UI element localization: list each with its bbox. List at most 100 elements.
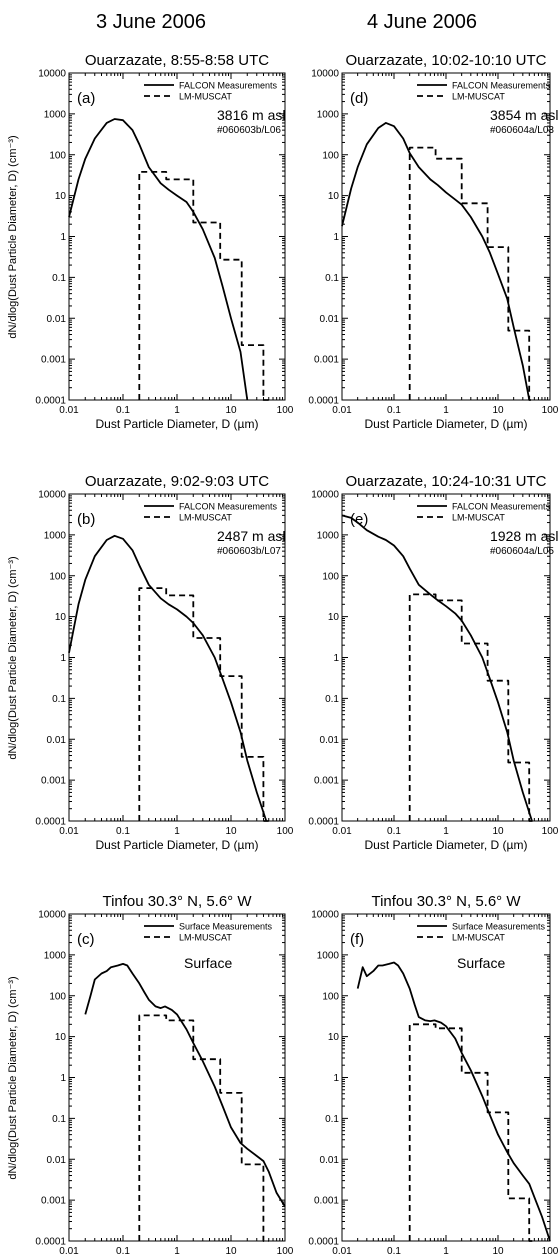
y-tick-label: 0.0001 [35, 817, 66, 828]
x-tick-label: 0.1 [387, 405, 401, 416]
y-tick-label: 0.001 [314, 776, 339, 787]
series-line-measurements [341, 122, 531, 401]
legend-label: Surface Measurements [179, 922, 273, 932]
panel-subannotation: #060603b/L06 [217, 125, 281, 136]
x-axis-label: Dust Particle Diameter, D (µm) [365, 838, 528, 852]
series-line-lm-muscat [138, 170, 269, 401]
panel-b: Ouarzazate, 9:02-9:03 UTC 0.01 0.1 1 10 100 0.… [7, 473, 294, 852]
legend-label: LM-MUSCAT [179, 513, 232, 523]
y-tick-label: 100 [49, 571, 66, 582]
y-tick-label: 10000 [311, 490, 339, 501]
y-tick-label: 0.1 [325, 273, 339, 284]
x-tick-label: 0.1 [387, 826, 401, 837]
y-tick-label: 0.0001 [308, 1237, 339, 1248]
panel-title: Ouarzazate, 10:24-10:31 UTC [346, 473, 547, 490]
x-axis-label: Dust Particle Diameter, D (µm) [96, 417, 259, 431]
legend-label: LM-MUSCAT [179, 92, 232, 102]
y-axis-label: dN/dlog(Dust Particle Diameter, D) (cm⁻³… [7, 135, 19, 338]
legend-label: LM-MUSCAT [452, 933, 505, 943]
x-axis-label: Dust Particle Diameter, D (µm) [96, 838, 259, 852]
y-tick-label: 0.001 [41, 776, 66, 787]
y-tick-label: 1000 [44, 530, 67, 541]
y-tick-label: 0.1 [325, 694, 339, 705]
panel-letter: (e) [350, 511, 368, 528]
y-tick-label: 100 [49, 150, 66, 161]
legend-label: FALCON Measurements [452, 502, 551, 512]
panel-annotation: Surface [457, 955, 505, 971]
panel-letter: (c) [77, 931, 95, 948]
series-line-lm-muscat [408, 146, 535, 401]
y-tick-label: 100 [322, 571, 339, 582]
y-tick-label: 10 [55, 1032, 67, 1043]
panel-subannotation: #060604a/L05 [490, 546, 554, 557]
y-tick-label: 10000 [38, 69, 66, 80]
x-tick-label: 0.1 [116, 826, 130, 837]
panel-letter: (d) [350, 90, 368, 107]
legend-label: FALCON Measurements [179, 502, 278, 512]
y-tick-label: 1 [60, 232, 66, 243]
y-tick-label: 0.0001 [35, 396, 66, 407]
panel-annotation: 3816 m asl [217, 107, 285, 123]
panel-title: Ouarzazate, 9:02-9:03 UTC [85, 473, 269, 490]
y-tick-label: 10 [55, 191, 67, 202]
panel-a: Ouarzazate, 8:55-8:58 UTC 0.01 0.1 1 10 100 0.… [7, 52, 294, 431]
y-tick-label: 0.001 [41, 1196, 66, 1207]
x-tick-label: 0.01 [332, 1246, 352, 1257]
panel-subannotation: #060604a/L03 [490, 125, 554, 136]
panel-annotation: 2487 m asl [217, 528, 285, 544]
x-tick-label: 1 [174, 1246, 180, 1257]
x-tick-label: 10 [492, 1246, 504, 1257]
y-tick-label: 10 [328, 612, 340, 623]
y-tick-label: 0.1 [325, 1114, 339, 1125]
series-line-lm-muscat [138, 587, 269, 822]
y-axis-label: dN/dlog(Dust Particle Diameter, D) (cm⁻³… [7, 976, 19, 1179]
series-line-measurements [356, 961, 551, 1242]
x-axis-label: Dust Particle Diameter, D (µm) [365, 417, 528, 431]
series-line-lm-muscat [138, 1014, 269, 1242]
legend-label: LM-MUSCAT [179, 933, 232, 943]
legend-label: LM-MUSCAT [452, 92, 505, 102]
x-tick-label: 0.1 [116, 405, 130, 416]
y-tick-label: 1 [60, 653, 66, 664]
panel-title: Ouarzazate, 8:55-8:58 UTC [85, 52, 269, 69]
y-tick-label: 0.01 [320, 1155, 340, 1166]
y-tick-label: 0.1 [52, 1114, 66, 1125]
y-tick-label: 1 [333, 1073, 339, 1084]
panel-subannotation: #060603b/L07 [217, 546, 281, 557]
plot-frame [68, 913, 286, 1242]
y-tick-label: 1 [60, 1073, 66, 1084]
y-tick-label: 0.0001 [308, 396, 339, 407]
x-tick-label: 0.01 [59, 826, 79, 837]
x-tick-label: 100 [542, 826, 558, 837]
x-tick-label: 1 [443, 1246, 449, 1257]
panel-title: Tinfou 30.3° N, 5.6° W [371, 893, 521, 910]
y-tick-label: 10 [328, 191, 340, 202]
x-tick-label: 10 [225, 1246, 237, 1257]
x-tick-label: 0.01 [59, 405, 79, 416]
series-line-lm-muscat [408, 593, 535, 822]
y-tick-label: 0.001 [41, 355, 66, 366]
panel-annotation: Surface [184, 955, 232, 971]
x-tick-label: 100 [542, 1246, 558, 1257]
y-tick-label: 1000 [317, 109, 340, 120]
x-tick-label: 100 [277, 826, 294, 837]
x-tick-label: 0.01 [332, 826, 352, 837]
x-tick-label: 100 [277, 405, 294, 416]
panel-title: Ouarzazate, 10:02-10:10 UTC [346, 52, 547, 69]
x-tick-label: 0.01 [59, 1246, 79, 1257]
x-tick-label: 10 [225, 405, 237, 416]
y-tick-label: 100 [322, 991, 339, 1002]
legend-label: LM-MUSCAT [452, 513, 505, 523]
x-tick-label: 0.1 [116, 1246, 130, 1257]
y-tick-label: 1000 [317, 530, 340, 541]
panel-annotation: 1928 m asl [490, 528, 558, 544]
x-tick-label: 0.1 [387, 1246, 401, 1257]
panel-e: Ouarzazate, 10:24-10:31 UTC 0.01 0.1 1 10 100… [308, 473, 558, 852]
series-line-measurements [68, 534, 268, 822]
x-tick-label: 1 [443, 405, 449, 416]
panel-letter: (a) [77, 90, 95, 107]
x-tick-label: 1 [443, 826, 449, 837]
panel-annotation: 3854 m asl [490, 107, 558, 123]
